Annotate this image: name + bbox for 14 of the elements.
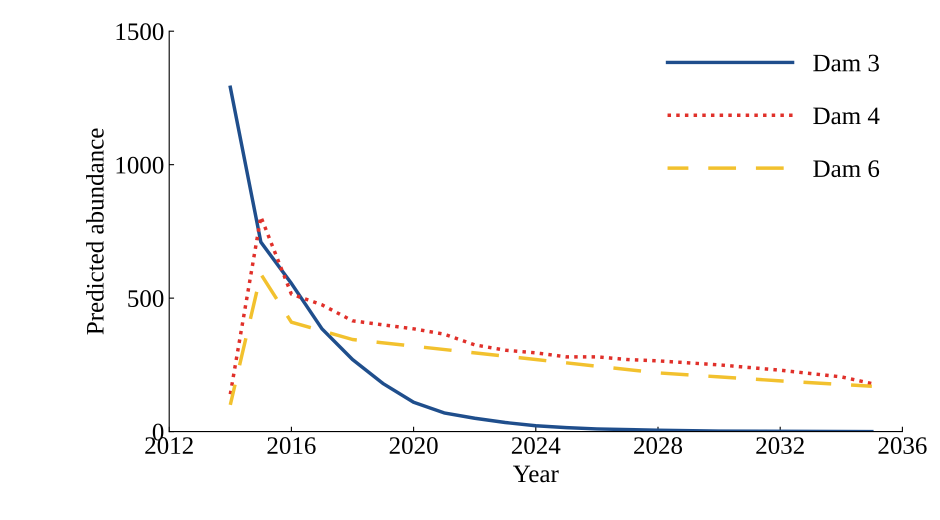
x-tick-label: 2024 bbox=[512, 437, 560, 454]
y-tick-label: 1000 bbox=[116, 156, 164, 174]
y-axis-title: Predicted abundance bbox=[86, 128, 104, 334]
legend-label: Dam 6 bbox=[813, 160, 880, 178]
legend-label: Dam 4 bbox=[813, 108, 880, 124]
x-tick-label: 2032 bbox=[756, 437, 804, 454]
x-tick-label: 2016 bbox=[268, 437, 316, 454]
x-axis-title: Year bbox=[513, 466, 559, 482]
x-tick-label: 2020 bbox=[390, 437, 438, 454]
x-tick-label: 2028 bbox=[634, 437, 682, 454]
y-tick-label: 1500 bbox=[116, 23, 164, 40]
y-tick-label: 500 bbox=[128, 290, 164, 308]
x-tick-label: 2036 bbox=[878, 437, 927, 454]
legend-label: Dam 3 bbox=[813, 54, 879, 72]
